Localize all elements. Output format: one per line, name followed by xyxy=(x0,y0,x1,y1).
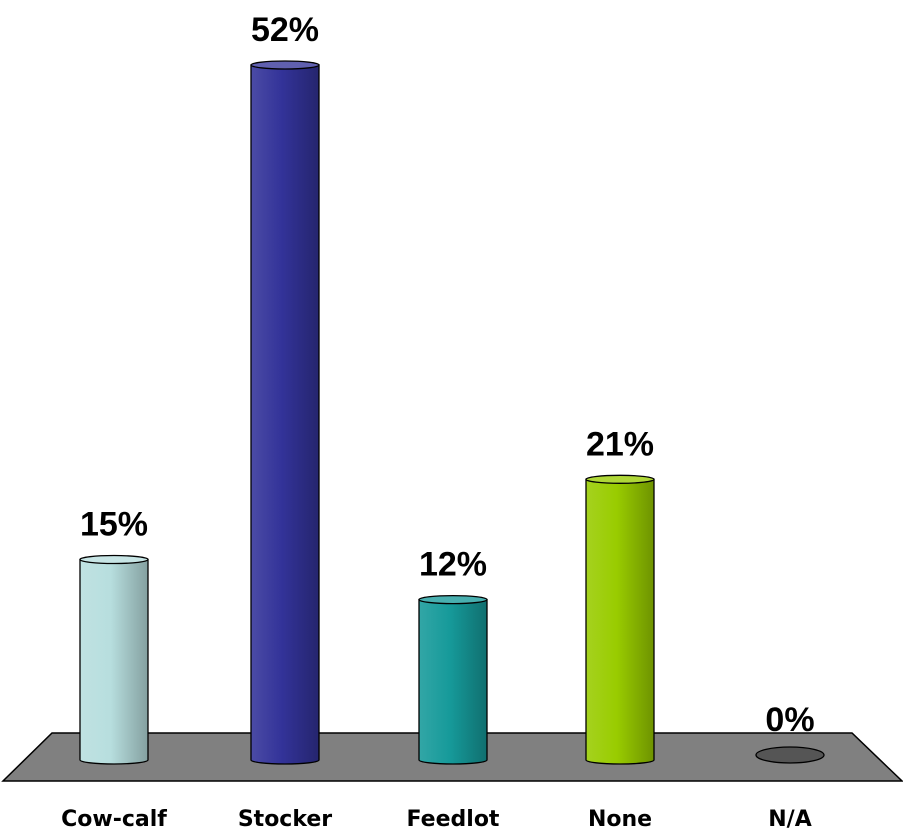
bar-top-cow-calf xyxy=(79,554,149,565)
value-label-stocker: 52% xyxy=(251,11,319,49)
bar-none xyxy=(585,478,655,765)
bar-stocker xyxy=(250,64,320,765)
bar-top-feedlot xyxy=(418,594,488,605)
bar-top-none xyxy=(585,474,655,484)
value-label-none: 21% xyxy=(586,425,654,463)
category-label-none: None xyxy=(588,807,652,832)
labels-group: 15% Cow-calf 52% Stocker 12% Feedlot 21% None 0%… xyxy=(61,11,814,832)
value-label-feedlot: 12% xyxy=(419,546,487,584)
bar-cow-calf xyxy=(79,558,149,765)
category-label-stocker: Stocker xyxy=(238,807,332,832)
value-label-cow-calf: 15% xyxy=(80,506,148,544)
bar-top-stocker xyxy=(250,60,320,70)
value-label-n-a: 0% xyxy=(765,701,814,739)
bar-n-a xyxy=(755,746,825,764)
category-label-cow-calf: Cow-calf xyxy=(61,807,167,832)
bars-group xyxy=(79,60,825,765)
bar-feedlot xyxy=(418,598,488,765)
category-label-n-a: N/A xyxy=(768,807,811,832)
category-label-feedlot: Feedlot xyxy=(407,807,500,832)
